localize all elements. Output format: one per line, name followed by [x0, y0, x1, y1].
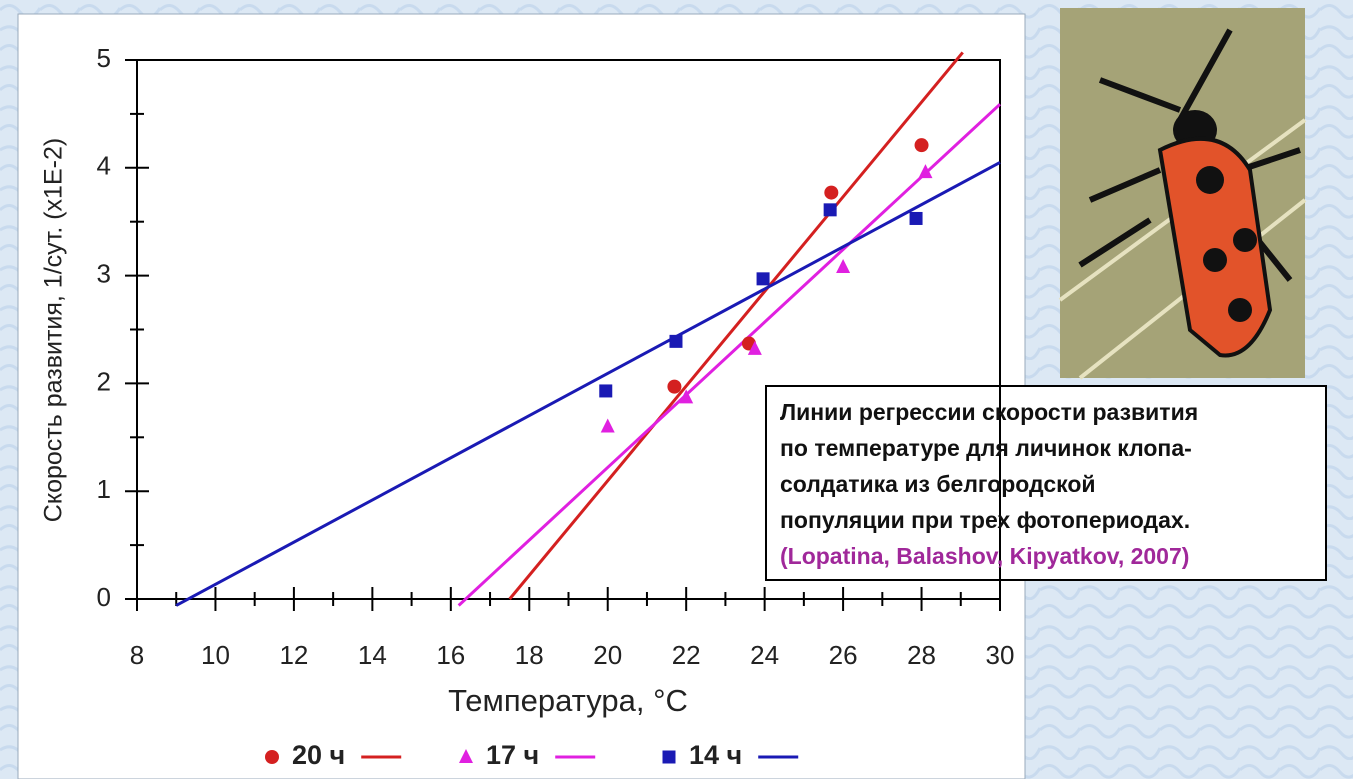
page: 20 ч17 ч14 ч 810121416182022242628300123…: [0, 0, 1353, 779]
x-tick-label: 8: [130, 640, 144, 670]
citation: (Lopatina, Balashov, Kipyatkov, 2007): [780, 543, 1189, 569]
x-tick-label: 20: [593, 640, 622, 670]
x-tick-label: 22: [672, 640, 701, 670]
slide: 20 ч17 ч14 ч 810121416182022242628300123…: [0, 0, 1353, 779]
legend-marker: [663, 751, 676, 764]
point: [667, 380, 681, 394]
x-tick-label: 10: [201, 640, 230, 670]
photo: [1060, 8, 1305, 378]
y-tick-label: 3: [97, 258, 111, 288]
y-tick-label: 4: [97, 151, 111, 181]
point: [824, 203, 837, 216]
legend-label: 20 ч: [292, 740, 345, 770]
point: [669, 335, 682, 348]
legend-label: 14 ч: [689, 740, 742, 770]
x-tick-label: 24: [750, 640, 779, 670]
annotation-line: Линии регрессии скорости развития: [780, 399, 1198, 425]
y-tick-label: 0: [97, 582, 111, 612]
x-tick-label: 12: [279, 640, 308, 670]
point: [757, 272, 770, 285]
x-axis-title: Температура, °С: [448, 683, 688, 718]
legend-marker: [265, 750, 279, 764]
point: [910, 212, 923, 225]
y-axis-title: Скорость развития, 1/сут. (x1E-2): [40, 138, 68, 522]
annotation-line: популяции при трех фотопериодах.: [780, 507, 1190, 533]
legend-label: 17 ч: [486, 740, 539, 770]
point: [599, 384, 612, 397]
legend: 20 ч 17 ч 14 ч: [265, 740, 798, 770]
annotation-line: по температуре для личинок клопа-: [780, 435, 1192, 461]
x-tick-label: 16: [436, 640, 465, 670]
point: [915, 138, 929, 152]
x-tick-label: 14: [358, 640, 387, 670]
point: [824, 186, 838, 200]
x-tick-label: 26: [829, 640, 858, 670]
y-tick-label: 2: [97, 366, 111, 396]
x-tick-label: 30: [986, 640, 1015, 670]
x-tick-label: 18: [515, 640, 544, 670]
x-tick-label: 28: [907, 640, 936, 670]
annotation-line: солдатика из белгородской: [780, 471, 1096, 497]
y-tick-label: 5: [97, 43, 111, 73]
y-tick-label: 1: [97, 474, 111, 504]
